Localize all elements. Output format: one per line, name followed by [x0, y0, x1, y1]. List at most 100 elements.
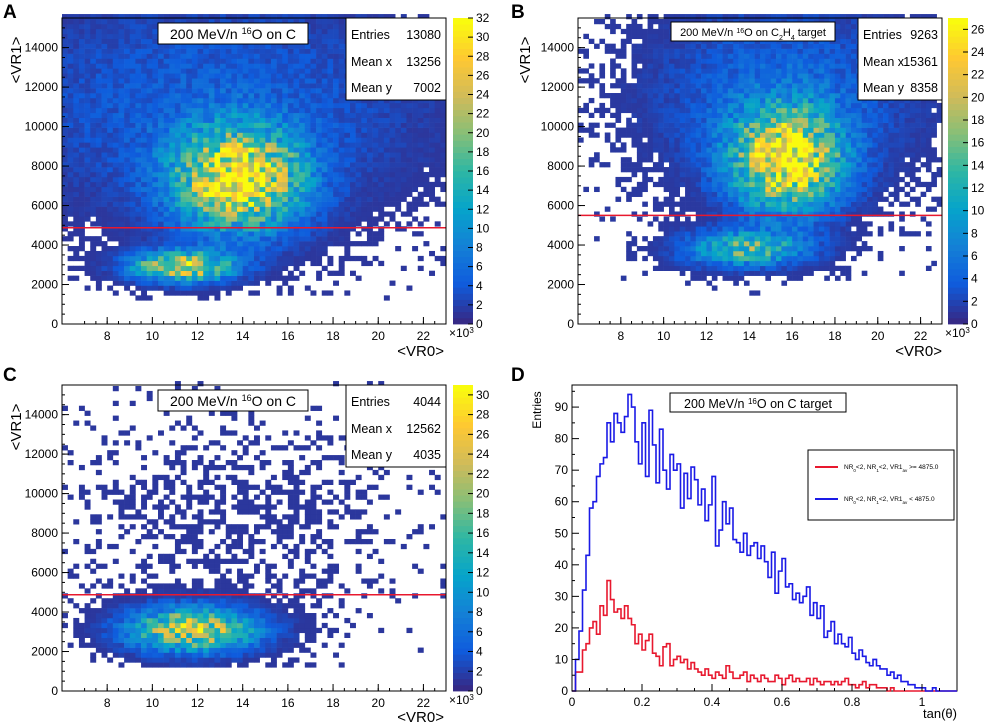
heatmap-cell: [304, 137, 311, 143]
heatmap-cell: [333, 147, 340, 153]
heatmap-cell: [679, 78, 686, 84]
heatmap-cell: [146, 196, 153, 202]
palette-step: [453, 177, 473, 184]
heatmap-cell: [738, 167, 745, 173]
heatmap-cell: [259, 48, 266, 54]
heatmap-cell: [214, 162, 221, 168]
heatmap-cell: [163, 181, 170, 188]
heatmap-cell: [141, 53, 148, 59]
heatmap-cell: [333, 68, 340, 74]
heatmap-cell: [754, 152, 761, 158]
heatmap-cell: [293, 97, 300, 104]
heatmap-cell: [338, 58, 345, 64]
heatmap-cell: [733, 171, 739, 178]
heatmap-cell: [203, 275, 210, 281]
heatmap-cell: [270, 48, 277, 54]
heatmap-cell: [169, 73, 176, 79]
heatmap-cell: [146, 122, 153, 128]
heatmap-cell: [690, 132, 697, 138]
heatmap-cell: [754, 231, 761, 237]
heatmap-cell: [135, 73, 142, 79]
heatmap-cell: [158, 221, 164, 227]
heatmap-cell: [214, 176, 221, 183]
heatmap-cell: [366, 241, 373, 247]
heatmap-cell: [406, 152, 413, 158]
heatmap-cell: [685, 83, 691, 89]
heatmap-cell: [321, 290, 328, 296]
heatmap-cell: [73, 255, 80, 262]
heatmap-cell: [158, 137, 164, 143]
heatmap-cell: [163, 107, 170, 114]
heatmap-cell: [711, 107, 718, 114]
heatmap-cell: [615, 97, 622, 104]
heatmap-cell: [743, 117, 750, 123]
heatmap-cell: [101, 43, 108, 49]
heatmap-cell: [578, 122, 584, 128]
heatmap-cell: [321, 63, 328, 69]
heatmap-cell: [636, 167, 643, 173]
heatmap-cell: [214, 132, 221, 138]
heatmap-cell: [321, 142, 328, 148]
heatmap-cell: [254, 226, 260, 232]
heatmap-cell: [174, 112, 181, 118]
heatmap-cell: [67, 255, 74, 262]
heatmap-cell: [636, 112, 643, 118]
heatmap-cell: [146, 83, 153, 89]
heatmap-cell: [706, 88, 713, 94]
heatmap-cell: [129, 181, 136, 188]
heatmap-cell: [350, 137, 356, 143]
heatmap-cell: [350, 157, 356, 163]
heatmap-cell: [327, 241, 334, 247]
heatmap-cell: [158, 246, 164, 252]
heatmap-cell: [749, 171, 755, 178]
heatmap-cell: [78, 137, 85, 143]
heatmap-cell: [727, 112, 734, 118]
heatmap-cell: [124, 162, 131, 168]
heatmap-cell: [738, 58, 745, 64]
heatmap-cell: [350, 162, 356, 168]
heatmap-cell: [749, 216, 755, 222]
heatmap-cell: [685, 112, 691, 118]
heatmap-cell: [690, 226, 697, 232]
heatmap-cell: [242, 88, 249, 94]
heatmap-cell: [663, 38, 670, 44]
heatmap-cell: [169, 171, 176, 178]
heatmap-cell: [237, 18, 244, 25]
heatmap-cell: [749, 231, 755, 237]
heatmap-cell: [711, 270, 718, 276]
heatmap-cell: [733, 68, 739, 74]
heatmap-cell: [146, 241, 153, 247]
heatmap-cell: [141, 231, 148, 237]
heatmap-cell: [738, 73, 745, 79]
heatmap-cell: [344, 162, 351, 168]
heatmap-cell: [270, 83, 277, 89]
heatmap-cell: [631, 255, 638, 262]
heatmap-cell: [717, 147, 723, 153]
heatmap-cell: [583, 33, 589, 40]
heatmap-cell: [231, 48, 238, 54]
heatmap-cell: [129, 270, 136, 276]
heatmap-cell: [163, 53, 170, 59]
heatmap-cell: [679, 226, 686, 232]
heatmap-cell: [112, 137, 119, 143]
heatmap-cell: [84, 236, 91, 242]
heatmap-cell: [124, 226, 131, 232]
heatmap-cell: [208, 43, 215, 49]
heatmap-cell: [327, 97, 334, 104]
heatmap-cell: [344, 206, 351, 212]
heatmap-cell: [220, 191, 227, 197]
heatmap-cell: [754, 68, 761, 74]
heatmap-cell: [417, 162, 424, 168]
heatmap-cell: [282, 63, 289, 69]
heatmap-cell: [248, 147, 255, 153]
heatmap-cell: [135, 112, 142, 118]
heatmap-cell: [631, 250, 638, 257]
heatmap-cell: [78, 191, 85, 197]
heatmap-cell: [743, 48, 750, 54]
heatmap-cell: [242, 250, 249, 257]
heatmap-cell: [265, 137, 272, 143]
heatmap-cell: [248, 73, 255, 79]
heatmap-cell: [135, 275, 142, 281]
heatmap-cell: [636, 181, 643, 188]
heatmap-cell: [78, 73, 85, 79]
